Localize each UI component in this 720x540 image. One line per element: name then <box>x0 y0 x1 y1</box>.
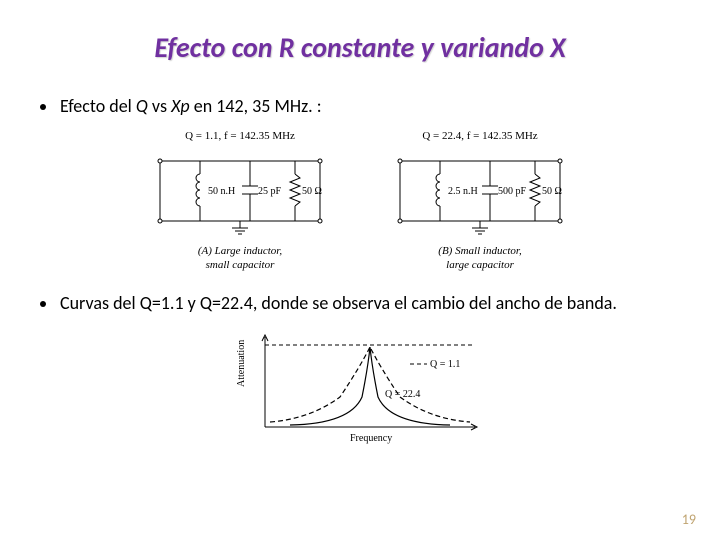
circuit-a: Q = 1.1, f = 142.35 MHz <box>140 130 340 271</box>
circuit-b-caption-2: large capacitor <box>446 259 514 271</box>
bullet-1-text: Efecto del Q vs Xp en 142, 35 MHz. : <box>60 95 322 118</box>
circuit-b-resistor-label: 50 Ω <box>542 186 562 197</box>
b1-q: Q <box>136 95 148 117</box>
circuit-a-svg: 50 n.H 25 pF 50 Ω <box>140 146 340 236</box>
bullet-dot <box>40 301 46 307</box>
page-number: 19 <box>682 511 696 528</box>
chart-xlabel: Frequency <box>350 433 392 444</box>
chart-ylabel: Attenuation <box>236 340 247 387</box>
circuit-b-svg: 2.5 n.H 500 pF 50 Ω <box>380 146 580 236</box>
chart-q1-label: Q = 1.1 <box>430 359 460 370</box>
circuit-a-header: Q = 1.1, f = 142.35 MHz <box>140 130 340 142</box>
b1-xp: Xp <box>171 95 190 117</box>
bullet-2: Curvas del Q=1.1 y Q=22.4, donde se obse… <box>40 292 680 315</box>
circuit-b: Q = 22.4, f = 142.35 MHz <box>380 130 580 271</box>
b1-prefix: Efecto del <box>60 95 136 117</box>
circuit-b-caption-1: (B) Small inductor, <box>438 245 521 257</box>
page-title: Efecto con R constante y variando X <box>40 30 680 65</box>
b1-suffix: en 142, 35 MHz. : <box>190 95 322 117</box>
bullet-2-text: Curvas del Q=1.1 y Q=22.4, donde se obse… <box>60 292 617 315</box>
b1-vs: vs <box>148 95 171 117</box>
circuit-diagrams-row: Q = 1.1, f = 142.35 MHz <box>40 130 680 271</box>
circuit-b-capacitor-label: 500 pF <box>498 186 527 197</box>
circuit-a-caption-2: small capacitor <box>206 259 275 271</box>
circuit-b-header: Q = 22.4, f = 142.35 MHz <box>380 130 580 142</box>
circuit-a-capacitor-label: 25 pF <box>258 186 282 197</box>
circuit-a-caption: (A) Large inductor, small capacitor <box>140 245 340 271</box>
circuit-b-caption: (B) Small inductor, large capacitor <box>380 245 580 271</box>
attenuation-chart-wrap: Attenuation Frequency Q = 1.1 Q = 22.4 <box>40 327 680 447</box>
circuit-b-inductor-label: 2.5 n.H <box>448 186 478 197</box>
circuit-a-caption-1: (A) Large inductor, <box>198 245 282 257</box>
chart-q2-label: Q = 22.4 <box>385 389 420 400</box>
circuit-a-inductor-label: 50 n.H <box>208 186 235 197</box>
circuit-a-resistor-label: 50 Ω <box>302 186 322 197</box>
attenuation-chart: Attenuation Frequency Q = 1.1 Q = 22.4 <box>230 327 490 447</box>
bullet-1: Efecto del Q vs Xp en 142, 35 MHz. : <box>40 95 680 118</box>
bullet-dot <box>40 104 46 110</box>
